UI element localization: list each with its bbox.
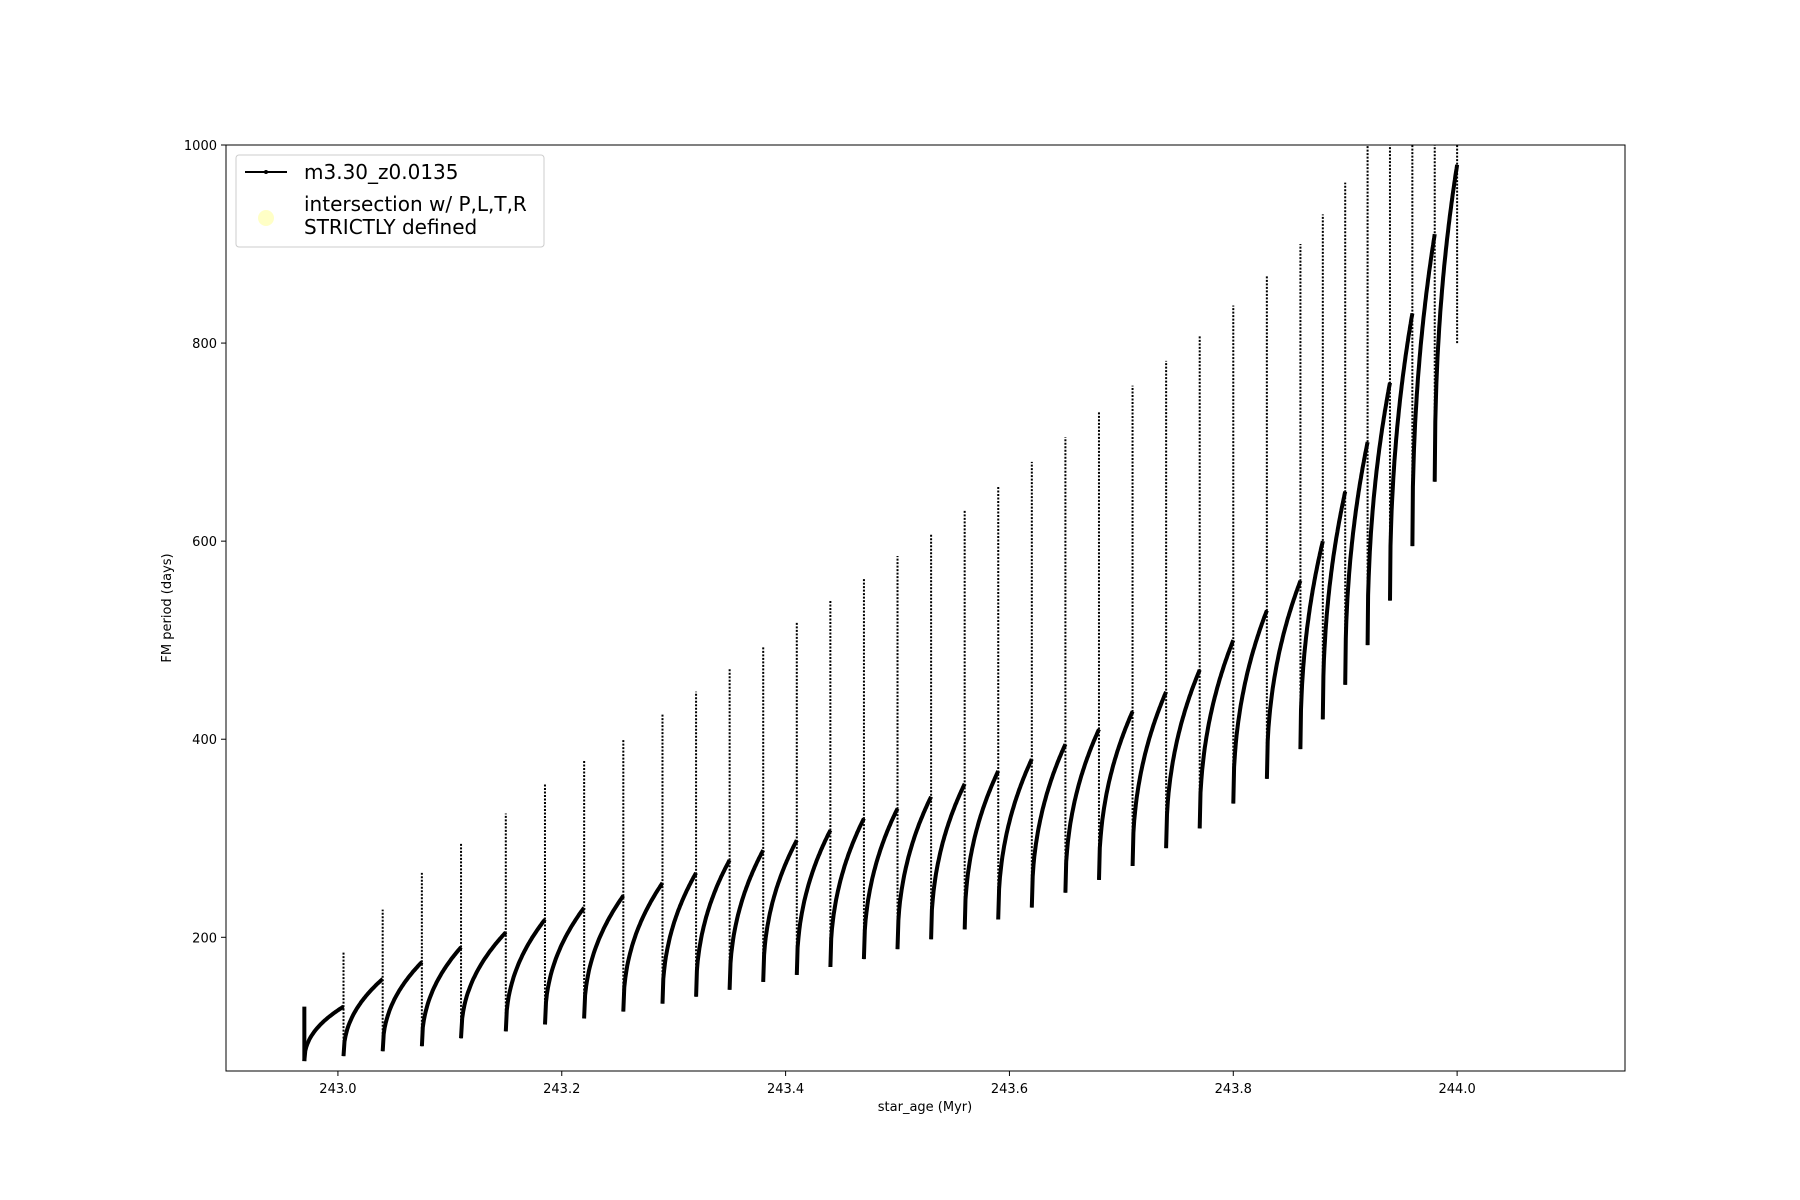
series-cycle-curve	[1432, 164, 1460, 482]
series-cycle-curve	[543, 906, 586, 1025]
legend-label-intersection-line2: STRICTLY defined	[304, 215, 477, 239]
series-cycle-curve	[302, 1004, 345, 1062]
series-cycle-curve	[503, 918, 547, 1032]
series-cycle-curve	[895, 795, 933, 950]
series-cycle-curve	[1298, 540, 1325, 750]
series-cycle-curve	[1197, 639, 1236, 829]
legend-box	[235, 154, 545, 248]
y-axis-label: FM period (days)	[160, 553, 175, 662]
legend-label-series: m3.30_z0.0135	[304, 160, 459, 184]
series-cycle-curve	[861, 807, 900, 960]
y-tick-label: 600	[192, 535, 217, 550]
series-cycle-curve	[1388, 313, 1415, 601]
legend-label-intersection-line1: intersection w/ P,L,T,R	[304, 192, 527, 216]
y-tick-label: 800	[192, 337, 217, 352]
x-axis-label: star_age (Myr)	[878, 1100, 972, 1115]
y-tick-label: 200	[192, 931, 217, 946]
series-cycle-curve	[828, 817, 866, 968]
series-cycle-curve	[1164, 669, 1202, 849]
x-tick-label: 243.4	[767, 1082, 804, 1097]
series-cycle-curve	[1231, 609, 1269, 804]
series-cycle-curve	[1264, 580, 1303, 779]
series-cycle-curve	[621, 881, 665, 1012]
x-tick-label: 243.6	[991, 1082, 1028, 1097]
x-axis-ticks: 243.0 243.2 243.4 243.6 243.8 244.0	[319, 1071, 1476, 1097]
series-cycle-curve	[380, 960, 424, 1052]
data-layer	[302, 145, 1460, 1062]
legend: m3.30_z0.0135 intersection w/ P,L,T,R ST…	[235, 154, 545, 248]
plot-frame	[225, 144, 1626, 1072]
series-cycle-curve	[1063, 728, 1101, 893]
series-cycle-curve	[660, 871, 698, 1004]
x-tick-label: 244.0	[1439, 1082, 1476, 1097]
y-tick-label: 400	[192, 733, 217, 748]
series-cycle-curve	[582, 894, 625, 1019]
y-tick-label: 1000	[184, 139, 217, 154]
series-cycle-curve	[962, 770, 1001, 930]
series-cycle-curve	[1029, 743, 1068, 908]
legend-marker-intersection	[258, 210, 274, 226]
series-cycle-curve	[1365, 382, 1392, 646]
series-cycle-curve	[794, 829, 833, 975]
series-cycle-curve	[341, 977, 385, 1057]
series-cycle-curve	[1410, 233, 1437, 547]
series-cycle-curve	[1130, 690, 1168, 867]
y-axis-ticks: 200 400 600 800 1000	[184, 139, 226, 946]
series-cycle-curve	[727, 849, 765, 990]
series-cycle-curve	[694, 859, 732, 997]
series-cycle-curve	[459, 930, 508, 1039]
series-cycle-curve	[419, 945, 463, 1047]
x-tick-label: 243.8	[1215, 1082, 1252, 1097]
legend-dot-swatch	[264, 170, 268, 174]
series-cycle-curve	[761, 839, 799, 982]
series-cycle-curve	[1320, 491, 1348, 720]
series-cycle-curve	[1097, 710, 1135, 880]
x-tick-label: 243.0	[319, 1082, 356, 1097]
series-cycle-curve	[1343, 441, 1370, 685]
x-tick-label: 243.2	[543, 1082, 580, 1097]
series-cycle-curve	[929, 782, 967, 940]
series-cycle-curve	[996, 758, 1034, 920]
